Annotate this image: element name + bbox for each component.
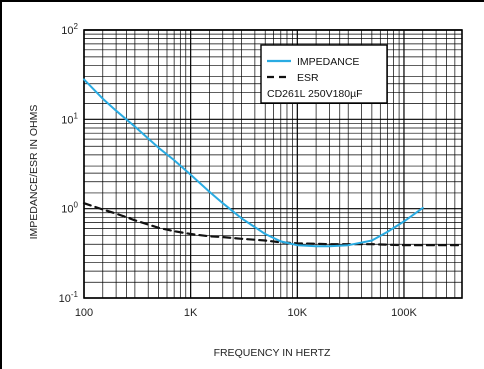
legend-box [260,44,388,104]
legend: IMPEDANCE ESR CD261L 250V180µF [260,44,388,104]
y-axis-label: IMPEDANCE/ESR IN OHMS [28,105,40,240]
y-tick-label: 10-1 [59,290,79,305]
impedance-line [83,78,424,248]
y-tick-label: 100 [61,201,78,216]
legend-esr-label: ESR [297,72,319,84]
data-series [82,78,464,248]
esr-line [82,202,464,247]
x-tick-label: 10K [288,307,308,319]
plot-border [83,29,463,299]
x-tick-label: 1K [184,307,198,319]
tick-labels: 100 1K 10K 100K 102 101 100 10-1 [59,22,418,319]
y-tick-label: 102 [61,22,78,37]
y-tick-label: 101 [61,111,78,126]
x-tick-label: 100K [391,307,417,319]
x-axis-label: FREQUENCY IN HERTZ [214,347,331,359]
x-tick-label: 100 [75,307,93,319]
legend-note: CD261L 250V180µF [267,88,363,100]
legend-impedance-label: IMPEDANCE [297,56,359,68]
